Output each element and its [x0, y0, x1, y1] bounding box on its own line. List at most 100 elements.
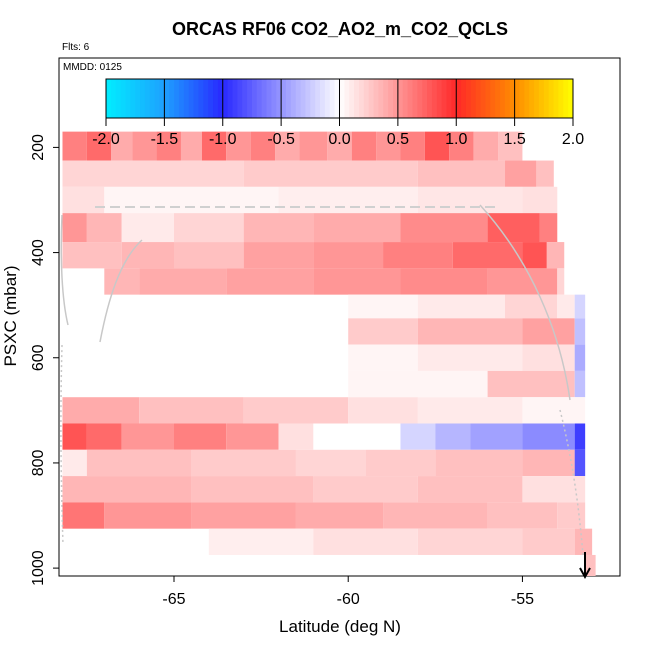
heatmap-cell [62, 423, 87, 450]
colorbar-segment [164, 79, 170, 118]
heatmap-cell [201, 131, 227, 161]
heatmap-cell [435, 423, 471, 450]
x-tick-label: -65 [162, 591, 185, 608]
colorbar-segment [271, 79, 277, 118]
colorbar-segment [310, 79, 316, 118]
y-tick-label: 200 [30, 134, 47, 161]
heatmap-cell [191, 476, 314, 503]
heatmap-cell [62, 476, 192, 503]
heatmap-cell [505, 294, 558, 319]
y-tick-label: 600 [30, 344, 47, 371]
colorbar-segment [358, 79, 365, 118]
heatmap-cell [299, 131, 328, 161]
colorbar-segment [558, 79, 564, 118]
heatmap-cell [295, 502, 384, 529]
flight-track-left-lower [60, 344, 64, 546]
colorbar-segment [290, 79, 297, 118]
y-axis: 200 400 600 800 1000 [30, 134, 59, 586]
y-axis-label: PSXC (mbar) [1, 265, 20, 366]
heatmap-cell [417, 528, 523, 555]
colorbar-segment [261, 79, 268, 118]
heatmap-cell [191, 502, 296, 529]
colorbar-segment [446, 79, 452, 118]
colorbar-segment [524, 79, 530, 118]
heatmap-cell [62, 186, 105, 214]
heatmap-cell [574, 344, 586, 371]
colorbar-segment [203, 79, 209, 118]
colorbar-segment [305, 79, 311, 118]
heatmap-cell [327, 131, 352, 161]
colorbar-segment [115, 79, 122, 118]
heatmap-cell [62, 213, 87, 243]
colorbar-tick-label: 1.0 [445, 131, 467, 148]
colorbar-segment [125, 79, 131, 118]
heatmap-cell [365, 449, 436, 477]
heatmap-cell [139, 397, 244, 424]
colorbar-segment [178, 79, 185, 118]
colorbar-segment [422, 79, 428, 118]
colorbar-segment [217, 79, 224, 118]
colorbar-segment [135, 79, 141, 118]
y-tick-label: 1000 [30, 550, 47, 586]
heatmap-cell [522, 528, 575, 555]
heatmap-cell [139, 268, 227, 295]
colorbar-tick-label: -1.0 [209, 131, 237, 148]
colorbar-segment [500, 79, 506, 118]
heatmap-cell [173, 242, 244, 269]
heatmap-cell [574, 449, 586, 477]
heatmap-cell [539, 213, 558, 243]
heatmap-cell [522, 423, 575, 450]
heatmap-cell [243, 160, 418, 187]
heatmap-cell [243, 397, 349, 424]
colorbar-segment [159, 79, 165, 118]
heatmap-cell [417, 344, 523, 371]
colorbar-segment [519, 79, 525, 118]
heatmap-cell [62, 449, 87, 477]
heatmap-cell [348, 318, 418, 345]
heatmap-cell [173, 423, 227, 450]
heatmap-cell [180, 131, 202, 161]
colorbar-segment [232, 79, 238, 118]
heatmap-cell [487, 502, 558, 529]
heatmap-cell [250, 131, 276, 161]
colorbar-segment [285, 79, 292, 118]
colorbar-segment [407, 79, 413, 118]
heatmap-cell [505, 160, 537, 187]
heatmap-cell [487, 268, 558, 295]
end-arrow [579, 552, 591, 580]
heatmap-cell [522, 397, 586, 424]
flight-track-ascent [99, 239, 143, 343]
heatmap-cell [313, 528, 418, 555]
colorbar-segment [514, 79, 520, 118]
colorbar-segment [543, 79, 550, 118]
heatmap-cell [104, 268, 140, 295]
colorbar-segment [320, 79, 326, 118]
heatmap-cell [278, 423, 314, 450]
heatmap-cell [557, 294, 575, 319]
heatmap-cell [487, 370, 575, 398]
heatmap-cell [295, 449, 366, 477]
heatmap-cell [557, 502, 586, 529]
heatmap-cell [417, 476, 523, 503]
heatmap-cell [400, 423, 436, 450]
colorbar-segment [329, 79, 336, 118]
heatmap-cell [86, 449, 192, 477]
heatmap-cell [574, 294, 586, 319]
heatmap-cell [400, 131, 425, 161]
colorbar-segment [470, 79, 477, 118]
heatmap-cell [62, 397, 140, 424]
heatmap-cell [132, 131, 157, 161]
colorbar-segment [417, 79, 423, 118]
colorbar-segment [198, 79, 204, 118]
heatmap-cell [173, 213, 244, 243]
colorbar-segment [334, 79, 340, 118]
colorbar-segment [193, 79, 199, 118]
heatmap-cell [557, 268, 565, 295]
heatmap-cell [546, 242, 565, 269]
colorbar-segment [393, 79, 399, 118]
heatmap-cell [383, 502, 488, 529]
colorbar-tick-label: -0.5 [267, 131, 295, 148]
heatmap-cell [470, 423, 523, 450]
colorbar-segment [495, 79, 501, 118]
heatmap-cell [522, 186, 558, 214]
